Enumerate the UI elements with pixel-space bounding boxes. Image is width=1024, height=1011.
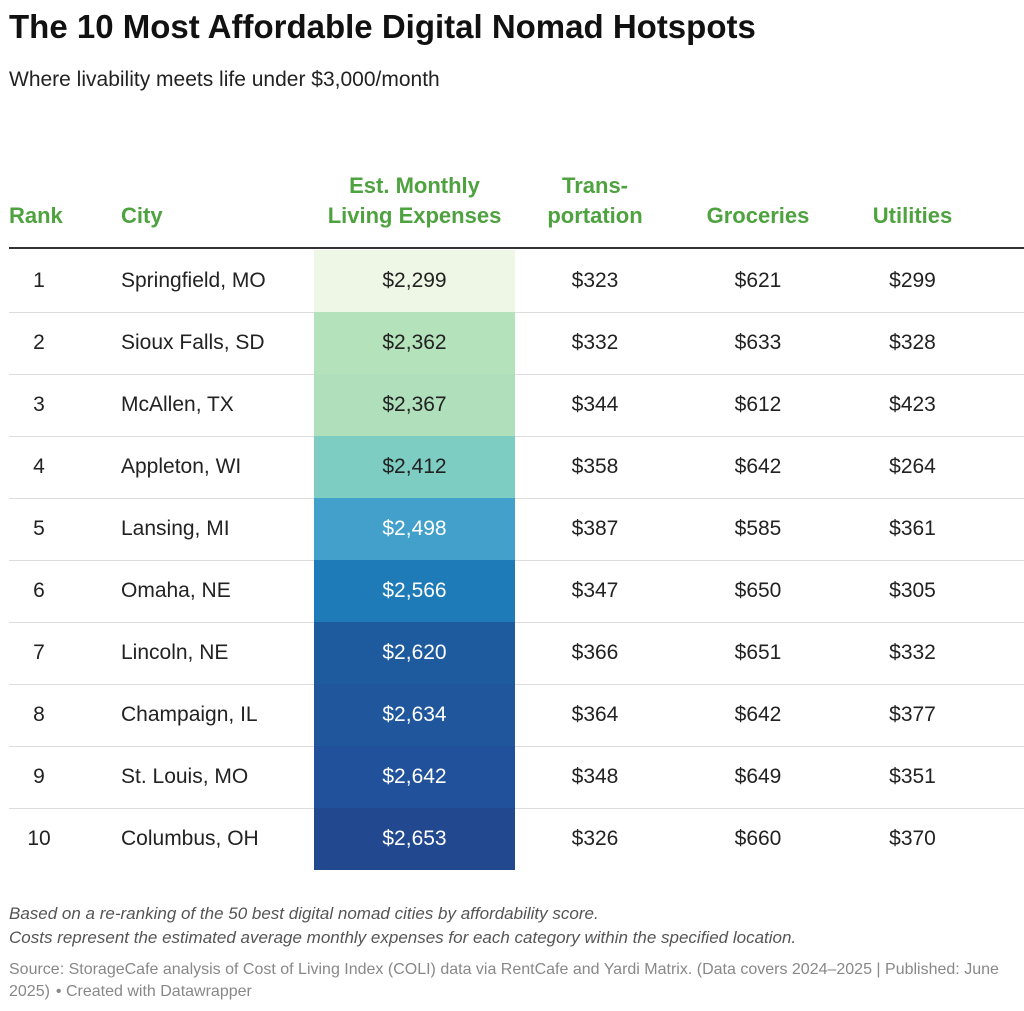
table-cell: McAllen, TX: [121, 393, 234, 416]
table-cell: $377: [889, 703, 936, 726]
column-header: City: [121, 203, 163, 228]
table-cell: $642: [734, 703, 782, 726]
table-cell: $347: [571, 579, 619, 602]
heat-cell: $2,642: [314, 746, 515, 808]
table-cell: Omaha, NE: [121, 579, 231, 602]
column-header: Trans-portation: [547, 173, 643, 228]
table-cell: $323: [571, 269, 619, 292]
heat-cell: $2,653: [314, 808, 515, 870]
table-cell: Springfield, MO: [121, 269, 266, 292]
table-cell: $326: [571, 827, 619, 850]
table-cell: $328: [889, 331, 936, 354]
source: Source: StorageCafe analysis of Cost of …: [9, 959, 1014, 1003]
table-cell: $651: [734, 641, 782, 664]
row-separator: [9, 622, 1024, 623]
table-cell: 3: [33, 393, 45, 416]
row-separator: [9, 808, 1024, 809]
column-header: Groceries: [706, 203, 810, 228]
table-cell: $358: [571, 455, 619, 478]
heat-cell: $2,412: [314, 436, 515, 498]
table-cell: $332: [889, 641, 936, 664]
table-cell: Champaign, IL: [121, 703, 258, 726]
table-cell: 8: [33, 703, 45, 726]
table-cell: 7: [33, 641, 45, 664]
table-cell: 9: [33, 765, 45, 788]
heat-cell: $2,620: [314, 622, 515, 684]
table-cell: $585: [734, 517, 782, 540]
table-cell: $642: [734, 455, 782, 478]
note: Costs represent the estimated average mo…: [9, 928, 797, 947]
column-header: Utilities: [872, 203, 953, 228]
table-cell: $649: [734, 765, 782, 788]
row-separator: [9, 746, 1024, 747]
table-cell: $351: [889, 765, 936, 788]
table-cell: $305: [889, 579, 936, 602]
table-cell: $332: [571, 331, 619, 354]
table-cell: $364: [571, 703, 619, 726]
heat-cell: $2,367: [314, 374, 515, 436]
table-cell: 5: [33, 517, 45, 540]
row-separator: [9, 560, 1024, 561]
heat-cell: $2,634: [314, 684, 515, 746]
table-cell: 4: [33, 455, 45, 478]
table-cell: $299: [889, 269, 936, 292]
table-cell: 6: [33, 579, 45, 602]
note: Based on a re-ranking of the 50 best dig…: [9, 904, 599, 923]
table-cell: Columbus, OH: [121, 827, 259, 850]
heat-cell: $2,299: [314, 250, 515, 312]
table-cell: Lincoln, NE: [121, 641, 229, 664]
table-cell: $650: [734, 579, 782, 602]
source-text: Source: StorageCafe analysis of Cost of …: [9, 961, 999, 1000]
table-cell: Appleton, WI: [121, 455, 242, 478]
row-separator: [9, 374, 1024, 375]
table-cell: $264: [889, 455, 936, 478]
table-cell: 1: [33, 269, 45, 292]
table-cell: St. Louis, MO: [121, 765, 249, 788]
row-separator: [9, 312, 1024, 313]
heat-cell: $2,498: [314, 498, 515, 560]
heat-cell: $2,362: [314, 312, 515, 374]
table-cell: $370: [889, 827, 936, 850]
table-cell: $612: [734, 393, 782, 416]
table-cell: $344: [571, 393, 619, 416]
table-cell: Lansing, MI: [121, 517, 230, 540]
subtitle: Where livability meets life under $3,000…: [9, 68, 440, 91]
title: The 10 Most Affordable Digital Nomad Hot…: [9, 8, 756, 45]
table-cell: $387: [571, 517, 619, 540]
table-cell: 10: [27, 827, 51, 850]
table-cell: $423: [889, 393, 936, 416]
row-separator: [9, 684, 1024, 685]
table-cell: 2: [33, 331, 45, 354]
row-separator: [9, 436, 1024, 437]
heat-cell: $2,566: [314, 560, 515, 622]
column-header: Est. Monthly Living Expenses: [327, 173, 502, 228]
table-cell: $621: [734, 269, 782, 292]
table-cell: $361: [889, 517, 936, 540]
table-cell: $348: [571, 765, 619, 788]
credit: • Created with Datawrapper: [55, 983, 252, 1000]
header-rule: [9, 247, 1024, 249]
table-cell: $366: [571, 641, 619, 664]
table-cell: $633: [734, 331, 782, 354]
table-cell: $660: [734, 827, 782, 850]
column-header: Rank: [9, 203, 63, 228]
row-separator: [9, 498, 1024, 499]
table-cell: Sioux Falls, SD: [121, 331, 265, 354]
